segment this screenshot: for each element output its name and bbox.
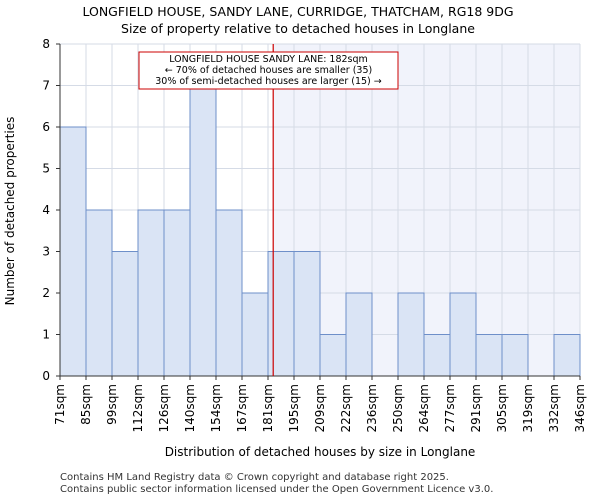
annotation-line: 30% of semi-detached houses are larger (… xyxy=(155,76,382,87)
y-tick-label: 5 xyxy=(42,162,50,176)
bar xyxy=(293,251,321,377)
y-tick-label: 7 xyxy=(42,79,50,93)
x-tick-label: 346sqm xyxy=(573,384,587,432)
x-tick-label: 319sqm xyxy=(521,384,535,432)
x-tick-label: 236sqm xyxy=(365,384,379,432)
bar xyxy=(267,251,295,377)
x-tick-label: 99sqm xyxy=(105,384,119,425)
x-tick-label: 126sqm xyxy=(157,384,171,432)
plot-area: 0 1 2 3 4 5 6 7 8 71sqm 85sqm 99sqm 112sqm 126sqm 140s… xyxy=(42,37,587,432)
bar xyxy=(59,126,87,377)
bar xyxy=(111,251,139,377)
bar xyxy=(475,334,503,377)
x-tick-label: 291sqm xyxy=(469,384,483,432)
bar xyxy=(553,334,581,377)
x-tick-label: 277sqm xyxy=(443,384,457,432)
bar xyxy=(449,292,477,377)
y-tick-label: 1 xyxy=(42,328,50,342)
x-tick-label: 264sqm xyxy=(417,384,431,432)
footer-line-1: Contains HM Land Registry data © Crown c… xyxy=(60,472,449,483)
bar xyxy=(423,334,451,377)
x-tick-label: 71sqm xyxy=(53,384,67,425)
footer-line-2: Contains public sector information licen… xyxy=(60,484,494,495)
y-tick-label: 2 xyxy=(42,286,50,300)
bar xyxy=(319,334,347,377)
bar xyxy=(163,209,191,377)
y-tick-label: 6 xyxy=(42,120,50,134)
x-tick-label: 181sqm xyxy=(261,384,275,432)
bar xyxy=(85,209,113,377)
x-tick-label: 209sqm xyxy=(313,384,327,432)
bar xyxy=(397,292,425,377)
x-tick-label: 222sqm xyxy=(339,384,353,432)
annotation-line: ← 70% of detached houses are smaller (35… xyxy=(165,65,372,76)
annotation-box xyxy=(138,51,399,90)
bar xyxy=(241,292,269,377)
annotation-line: LONGFIELD HOUSE SANDY LANE: 182sqm xyxy=(169,54,368,65)
bar xyxy=(345,292,373,377)
x-tick-label: 195sqm xyxy=(287,384,301,432)
x-tick-label: 250sqm xyxy=(391,384,405,432)
y-tick-label: 8 xyxy=(42,37,50,51)
y-tick-label: 0 xyxy=(42,369,50,383)
bar xyxy=(501,334,529,377)
x-tick-label: 305sqm xyxy=(495,384,509,432)
y-tick-label: 4 xyxy=(42,203,50,217)
x-tick-label: 112sqm xyxy=(131,384,145,432)
bar xyxy=(215,209,243,377)
y-axis-label: Number of detached properties xyxy=(3,117,17,306)
bar xyxy=(189,85,217,377)
chart-title: LONGFIELD HOUSE, SANDY LANE, CURRIDGE, T… xyxy=(82,4,513,19)
x-axis-label: Distribution of detached houses by size … xyxy=(165,445,476,459)
x-tick-label: 167sqm xyxy=(235,384,249,432)
x-tick-label: 154sqm xyxy=(209,384,223,432)
x-tick-label: 332sqm xyxy=(547,384,561,432)
y-tick-label: 3 xyxy=(42,245,50,259)
x-tick-label: 140sqm xyxy=(183,384,197,432)
chart-subtitle: Size of property relative to detached ho… xyxy=(121,21,475,36)
bar xyxy=(137,209,165,377)
x-tick-label: 85sqm xyxy=(79,384,93,425)
